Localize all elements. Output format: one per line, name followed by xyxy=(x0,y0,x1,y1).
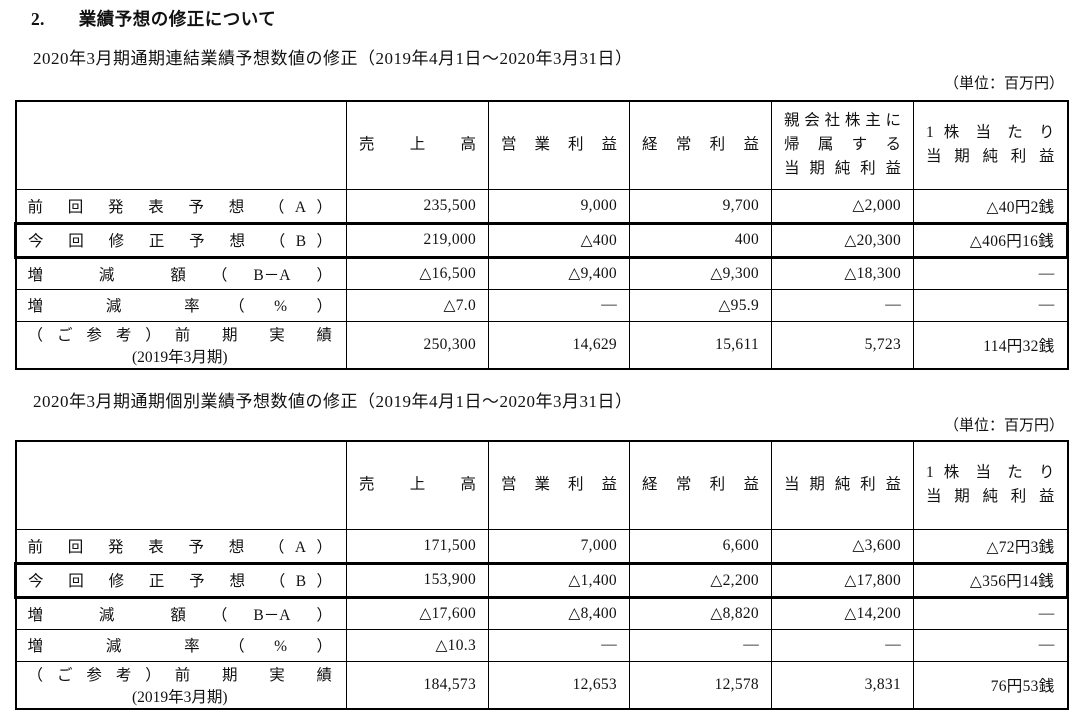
row-label: 今 回 修 正 予 想 （B） xyxy=(14,561,347,599)
table-cell: △1,400 xyxy=(488,561,630,599)
table-cell: 12,653 xyxy=(488,660,630,710)
empty-header-cell xyxy=(15,100,347,190)
table-cell: ― xyxy=(488,628,630,662)
forecast-row-previous: 前 回 発 表 予 想 （A） 171,500 7,000 6,600 △3,6… xyxy=(15,528,1068,564)
table-cell: △16,500 xyxy=(346,256,489,290)
forecast-row-previous: 前 回 発 表 予 想 （A） 235,500 9,000 9,700 △2,0… xyxy=(15,188,1068,224)
table-cell: 7,000 xyxy=(488,528,630,564)
consolidated-unit-note: （単位：百万円） xyxy=(943,76,1064,92)
col-header-profit-attributable-to-owners: 親会社株主に 帰 属 す る 当 期 純 利 益 xyxy=(771,100,914,190)
table-cell: ― xyxy=(913,256,1068,290)
forecast-row-change-rate: 増 減 率（%） △10.3 ― ― ― ― xyxy=(15,628,1068,662)
table-cell: 153,900 xyxy=(346,561,489,599)
table-cell: △3,600 xyxy=(771,528,914,564)
table-cell: 219,000 xyxy=(346,221,489,259)
table-cell: 6,600 xyxy=(629,528,772,564)
row-label: 前 回 発 表 予 想 （A） xyxy=(15,528,347,564)
empty-header-cell xyxy=(15,440,347,530)
table-cell: △8,820 xyxy=(629,596,772,630)
forecast-row-revised-highlighted: 今 回 修 正 予 想 （B） 219,000 △400 400 △20,300… xyxy=(14,221,1069,259)
forecast-row-revised-highlighted: 今 回 修 正 予 想 （B） 153,900 △1,400 △2,200 △1… xyxy=(14,561,1069,599)
table-cell: 9,700 xyxy=(629,188,772,224)
table-cell: 14,629 xyxy=(488,320,630,370)
table-cell: △10.3 xyxy=(346,628,489,662)
row-label: 増 減 額（B－A） xyxy=(15,256,347,290)
table-cell: 12,578 xyxy=(629,660,772,710)
table-cell: △7.0 xyxy=(346,288,489,322)
table-cell: △406円16銭 xyxy=(913,221,1069,259)
col-header-operating-income: 営 業 利 益 xyxy=(488,440,630,530)
row-label: （ご参考）前 期 実 績 (2019年3月期) xyxy=(15,320,347,370)
row-label: 前 回 発 表 予 想 （A） xyxy=(15,188,347,224)
row-label: 増 減 額（B－A） xyxy=(15,596,347,630)
table-cell: △356円14銭 xyxy=(913,561,1069,599)
table-cell: △2,200 xyxy=(629,561,772,599)
row-label: （ご参考）前 期 実 績 (2019年3月期) xyxy=(15,660,347,710)
table-cell: 114円32銭 xyxy=(913,320,1068,370)
table-cell: 235,500 xyxy=(346,188,489,224)
row-label: 今 回 修 正 予 想 （B） xyxy=(14,221,347,259)
individual-header-row: 売 上 高 営 業 利 益 経 常 利 益 当 期 純 利 益 1 株 当 た … xyxy=(15,440,1068,530)
row-label: 増 減 率（%） xyxy=(15,628,347,662)
table-cell: 250,300 xyxy=(346,320,489,370)
table-cell: 184,573 xyxy=(346,660,489,710)
forecast-row-change-rate: 増 減 率（%） △7.0 ― △95.9 ― ― xyxy=(15,288,1068,322)
col-header-earnings-per-share: 1 株 当 た り 当 期 純 利 益 xyxy=(913,440,1068,530)
col-header-net-income: 当 期 純 利 益 xyxy=(771,440,914,530)
section-title-text: 業績予想の修正について xyxy=(78,9,277,29)
table-cell: △2,000 xyxy=(771,188,914,224)
table-cell: △14,200 xyxy=(771,596,914,630)
table-cell: △20,300 xyxy=(771,221,914,259)
table-cell: △72円3銭 xyxy=(913,528,1068,564)
table-cell: ― xyxy=(629,628,772,662)
table-cell: 400 xyxy=(629,221,772,259)
individual-table-title: 2020年3月期通期個別業績予想数値の修正（2019年4月1日～2020年3月3… xyxy=(33,392,633,411)
table-cell: 5,723 xyxy=(771,320,914,370)
row-label: 増 減 率（%） xyxy=(15,288,347,322)
table-cell: △8,400 xyxy=(488,596,630,630)
table-cell: △40円2銭 xyxy=(913,188,1068,224)
table-cell: △95.9 xyxy=(629,288,772,322)
individual-forecast-table: 売 上 高 営 業 利 益 経 常 利 益 当 期 純 利 益 1 株 当 た … xyxy=(14,440,1069,710)
table-cell: 9,000 xyxy=(488,188,630,224)
consolidated-table-title: 2020年3月期通期連結業績予想数値の修正（2019年4月1日～2020年3月3… xyxy=(33,49,633,68)
table-cell: ― xyxy=(913,628,1068,662)
forecast-row-change-amount: 増 減 額（B－A） △17,600 △8,400 △8,820 △14,200… xyxy=(15,596,1068,630)
individual-unit-note: （単位：百万円） xyxy=(943,418,1064,434)
col-header-ordinary-income: 経 常 利 益 xyxy=(629,100,772,190)
table-cell: △9,400 xyxy=(488,256,630,290)
table-cell: △9,300 xyxy=(629,256,772,290)
table-cell: 15,611 xyxy=(629,320,772,370)
table-cell: ― xyxy=(771,628,914,662)
table-cell: △400 xyxy=(488,221,630,259)
table-cell: △18,300 xyxy=(771,256,914,290)
table-cell: ― xyxy=(771,288,914,322)
table-cell: 76円53銭 xyxy=(913,660,1068,710)
table-cell: ― xyxy=(913,596,1068,630)
table-cell: ― xyxy=(488,288,630,322)
table-cell: 171,500 xyxy=(346,528,489,564)
forecast-row-previous-results: （ご参考）前 期 実 績 (2019年3月期) 184,573 12,653 1… xyxy=(15,660,1068,710)
table-cell: △17,800 xyxy=(771,561,914,599)
col-header-ordinary-income: 経 常 利 益 xyxy=(629,440,772,530)
consolidated-forecast-table: 売 上 高 営 業 利 益 経 常 利 益 親会社株主に 帰 属 す る 当 期… xyxy=(14,100,1069,370)
col-header-net-sales: 売 上 高 xyxy=(346,100,489,190)
table-cell: ― xyxy=(913,288,1068,322)
col-header-operating-income: 営 業 利 益 xyxy=(488,100,630,190)
section-title: 2. 業績予想の修正について xyxy=(31,6,276,31)
forecast-row-previous-results: （ご参考）前 期 実 績 (2019年3月期) 250,300 14,629 1… xyxy=(15,320,1068,370)
col-header-net-sales: 売 上 高 xyxy=(346,440,489,530)
section-number: 2. xyxy=(31,9,45,29)
forecast-row-change-amount: 増 減 額（B－A） △16,500 △9,400 △9,300 △18,300… xyxy=(15,256,1068,290)
col-header-earnings-per-share: 1 株 当 た り 当 期 純 利 益 xyxy=(913,100,1068,190)
table-cell: 3,831 xyxy=(771,660,914,710)
table-cell: △17,600 xyxy=(346,596,489,630)
consolidated-header-row: 売 上 高 営 業 利 益 経 常 利 益 親会社株主に 帰 属 す る 当 期… xyxy=(15,100,1068,190)
